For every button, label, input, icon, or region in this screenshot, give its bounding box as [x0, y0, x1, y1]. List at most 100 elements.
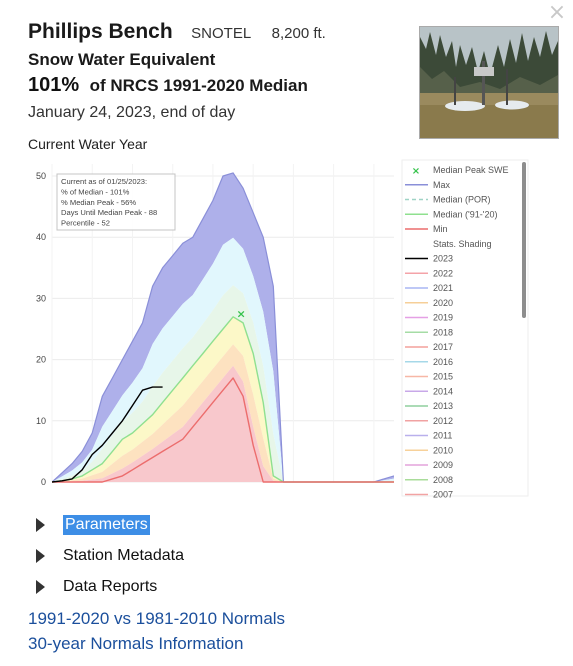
below-normal-band — [52, 344, 394, 482]
menu-label-data-reports[interactable]: Data Reports — [63, 577, 158, 595]
stats-shading — [52, 172, 394, 482]
legend-item[interactable]: Max — [405, 180, 451, 190]
menu-label-station-metadata[interactable]: Station Metadata — [63, 546, 184, 564]
legend-item[interactable]: 2013 — [405, 401, 453, 411]
normals-compare-link[interactable]: 1991-2020 vs 1981-2010 Normals — [28, 609, 286, 628]
date-text: January 24, 2023, end of day — [28, 104, 236, 121]
legend-item[interactable]: 2012 — [405, 416, 453, 426]
legend-scrollbar[interactable] — [522, 162, 526, 318]
legend-label: 2017 — [433, 342, 453, 352]
station-name: Phillips Bench — [28, 20, 173, 43]
legend-label: Max — [433, 180, 451, 190]
normals-info-link[interactable]: 30-year Normals Information — [28, 634, 244, 653]
legend-label: 2012 — [433, 416, 453, 426]
elevation-label: 8,200 ft. — [271, 25, 326, 42]
min-line — [52, 377, 394, 483]
network-label: SNOTEL — [191, 25, 252, 42]
annotation-line: % of Median - 101% — [61, 187, 130, 196]
legend-box — [401, 159, 529, 497]
legend-item[interactable]: Median ('91-'20) — [405, 209, 497, 219]
y-axis-ticks: 0 10 20 30 40 50 — [36, 171, 46, 487]
y-tick-label: 50 — [36, 171, 46, 181]
near-normal-low-band — [52, 316, 394, 482]
max-band — [52, 172, 394, 482]
legend-label: 2023 — [433, 254, 453, 264]
min-band — [52, 365, 394, 482]
annotation-box — [56, 173, 176, 231]
close-icon[interactable]: × — [547, 0, 567, 25]
legend-item[interactable]: 2016 — [405, 357, 453, 367]
legend-item[interactable]: 2014 — [405, 386, 453, 396]
legend-label: Stats. Shading — [433, 239, 492, 249]
legend-item[interactable]: 2022 — [405, 268, 453, 278]
legend-label: 2015 — [433, 372, 453, 382]
legend-item[interactable]: 2009 — [405, 460, 453, 470]
menu-station-metadata[interactable]: Station Metadata — [36, 540, 184, 571]
legend-item[interactable]: 2008 — [405, 475, 453, 485]
annotation-line: Percentile - 52 — [61, 219, 110, 228]
expand-triangle-icon[interactable] — [36, 579, 45, 594]
swe-chart: × 0 10 20 30 40 50 Current as of 01/25/2023:%… — [36, 159, 529, 500]
legend-item[interactable]: Median (POR) — [405, 195, 491, 205]
legend-item[interactable]: 2015 — [405, 372, 453, 382]
legend-label: 2022 — [433, 268, 453, 278]
percent-line: 101% of NRCS 1991-2020 Median — [28, 74, 308, 97]
legend-label: 2020 — [433, 298, 453, 308]
menu-label-parameters[interactable]: Parameters — [63, 514, 150, 535]
legend-label: 2019 — [433, 313, 453, 323]
legend-item[interactable]: 2019 — [405, 313, 453, 323]
legend-item[interactable]: 2018 — [405, 327, 453, 337]
legend-label: Median (POR) — [433, 195, 491, 205]
y-tick-label: 40 — [36, 232, 46, 242]
legend-item[interactable]: × Median Peak SWE — [412, 165, 509, 177]
annotation-line: Current as of 01/25/2023: — [61, 177, 147, 186]
legend-label: 2016 — [433, 357, 453, 367]
series-lines: × — [52, 172, 394, 483]
current-year-line — [52, 386, 163, 483]
legend-item[interactable]: 2007 — [405, 490, 453, 500]
y-tick-label: 20 — [36, 355, 46, 365]
expand-triangle-icon[interactable] — [36, 548, 45, 563]
chart-legend[interactable]: × Median Peak SWE Max Median (POR) Median ('… — [401, 159, 529, 500]
near-normal-high-band — [52, 285, 394, 482]
percent-value: 101% — [28, 74, 80, 96]
legend-item[interactable]: 2010 — [405, 445, 453, 455]
legend-label: 2018 — [433, 327, 453, 337]
legend-item[interactable]: Stats. Shading — [433, 239, 492, 249]
legend-label: 2008 — [433, 475, 453, 485]
annotation-line: Days Until Median Peak - 88 — [61, 208, 157, 217]
station-photo-image — [420, 27, 558, 138]
legend-label: 2009 — [433, 460, 453, 470]
legend-label: 2021 — [433, 283, 453, 293]
legend-item[interactable]: 2021 — [405, 283, 453, 293]
annotation-line: % Median Peak - 56% — [61, 198, 136, 207]
above-normal-band — [52, 237, 394, 482]
metric-title: Snow Water Equivalent — [28, 50, 216, 69]
expand-triangle-icon[interactable] — [36, 517, 45, 532]
percent-text: of NRCS 1991-2020 Median — [89, 76, 308, 95]
station-title: Phillips Bench SNOTEL 8,200 ft. — [28, 20, 326, 44]
legend-label: 2011 — [433, 431, 452, 441]
median-peak-marker: × — [236, 308, 245, 321]
current-stats-annotation: Current as of 01/25/2023:% of Median - 1… — [56, 173, 176, 231]
legend-label: 2010 — [433, 445, 453, 455]
station-photo[interactable] — [419, 26, 559, 139]
legend-item[interactable]: 2020 — [405, 298, 453, 308]
y-tick-label: 30 — [36, 293, 46, 303]
legend-item[interactable]: 2017 — [405, 342, 453, 352]
menu-parameters[interactable]: Parameters — [36, 509, 184, 540]
legend-item[interactable]: 2023 — [405, 254, 453, 264]
legend-item[interactable]: 2011 — [405, 431, 452, 441]
legend-label: 2014 — [433, 386, 453, 396]
legend-label: Median ('91-'20) — [433, 209, 497, 219]
links-section: 1991-2020 vs 1981-2010 Normals 30-year N… — [28, 606, 285, 656]
legend-label: 2007 — [433, 490, 453, 500]
y-tick-label: 10 — [36, 416, 46, 426]
legend-item[interactable]: Min — [405, 224, 448, 234]
legend-label: 2013 — [433, 401, 453, 411]
y-tick-label: 0 — [41, 477, 46, 487]
legend-marker: × — [412, 166, 420, 177]
legend-label: Min — [433, 224, 448, 234]
menu-list: Parameters Station Metadata Data Reports — [36, 509, 184, 602]
menu-data-reports[interactable]: Data Reports — [36, 571, 184, 602]
